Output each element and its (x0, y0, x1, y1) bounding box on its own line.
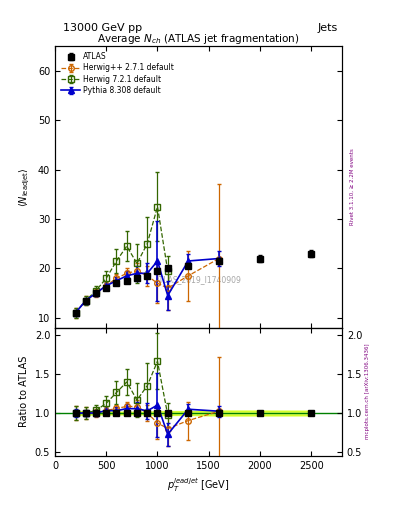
Text: Jets: Jets (318, 23, 338, 33)
Legend: ATLAS, Herwig++ 2.7.1 default, Herwig 7.2.1 default, Pythia 8.308 default: ATLAS, Herwig++ 2.7.1 default, Herwig 7.… (59, 50, 176, 97)
Text: ATLAS_2019_I1740909: ATLAS_2019_I1740909 (155, 275, 242, 284)
Y-axis label: Rivet 3.1.10, ≥ 2.2M events: Rivet 3.1.10, ≥ 2.2M events (349, 148, 354, 225)
X-axis label: $p_T^{leadjet}$ [GeV]: $p_T^{leadjet}$ [GeV] (167, 476, 230, 494)
Y-axis label: mcplots.cern.ch [arXiv:1306.3436]: mcplots.cern.ch [arXiv:1306.3436] (365, 344, 370, 439)
Title: Average $N_{ch}$ (ATLAS jet fragmentation): Average $N_{ch}$ (ATLAS jet fragmentatio… (97, 32, 300, 46)
Y-axis label: $\langle N_{\rm leadjet}\rangle$: $\langle N_{\rm leadjet}\rangle$ (18, 167, 32, 207)
Text: 13000 GeV pp: 13000 GeV pp (63, 23, 142, 33)
Y-axis label: Ratio to ATLAS: Ratio to ATLAS (19, 356, 29, 428)
